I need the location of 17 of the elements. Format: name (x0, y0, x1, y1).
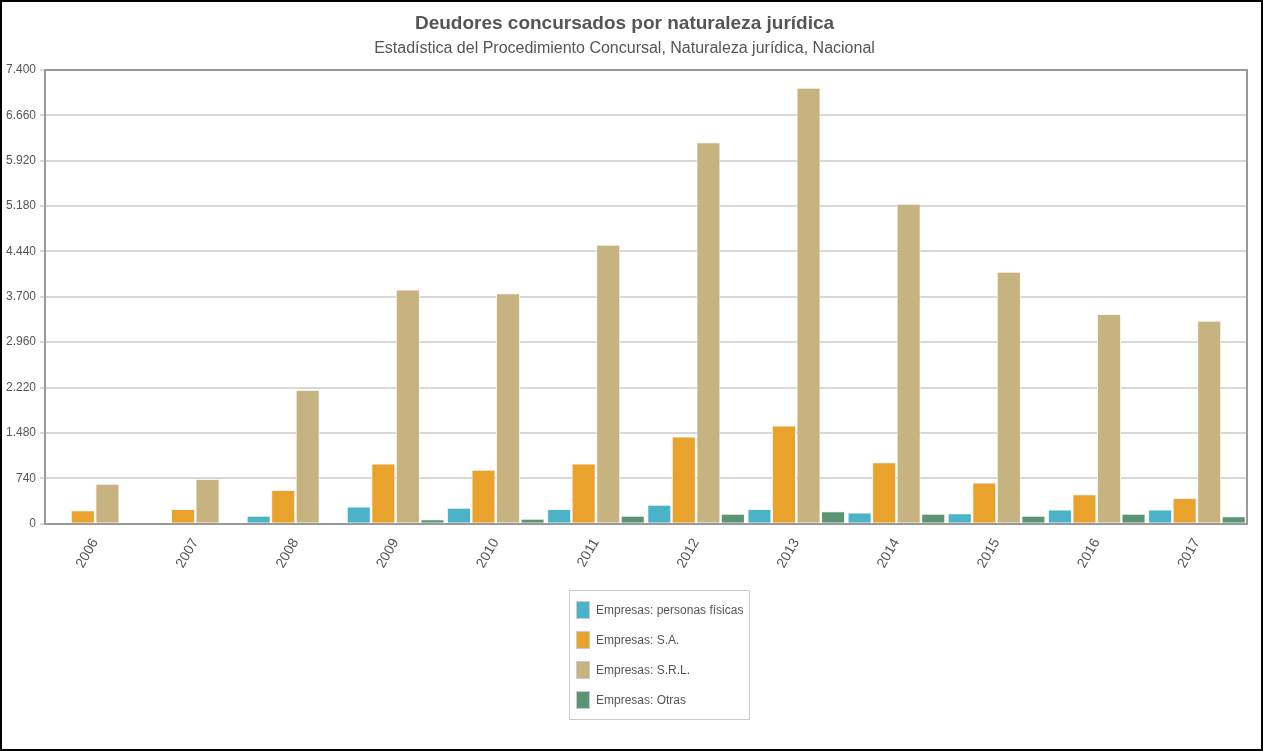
y-tick-label: 6.660 (6, 107, 37, 122)
chart-subtitle: Estadística del Procedimiento Concursal, Naturaleza jurídica, Nacional (374, 38, 875, 56)
chart-title: Deudores concursados por naturaleza jurídica (414, 11, 835, 33)
y-tick-label: 1.480 (6, 425, 37, 440)
y-tick-label: 2.960 (6, 334, 37, 349)
y-tick-label: 5.180 (6, 198, 37, 213)
legend-label: Empresas: personas físicas (596, 603, 744, 617)
legend-label: Empresas: S.R.L. (596, 663, 691, 677)
y-tick-label: 0 (29, 515, 37, 530)
y-tick-label: 5.920 (6, 153, 37, 168)
y-tick-label: 4.440 (6, 243, 37, 258)
legend-label: Empresas: S.A. (596, 633, 680, 647)
y-tick-label: 740 (16, 470, 37, 485)
y-tick-label: 2.220 (6, 379, 37, 394)
legend-label: Empresas: Otras (596, 693, 687, 707)
y-tick-label: 7.400 (6, 62, 37, 77)
y-tick-label: 3.700 (6, 289, 37, 304)
